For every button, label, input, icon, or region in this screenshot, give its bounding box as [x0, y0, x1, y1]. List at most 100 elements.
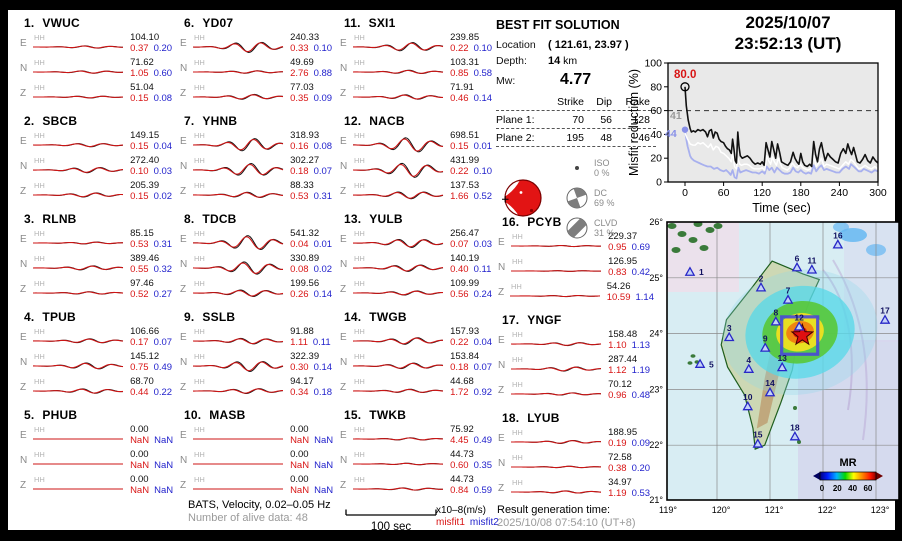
best-start-marker: [680, 82, 690, 92]
misfit2-value: 0.20: [631, 462, 651, 474]
mechanism-decomposition: ISO 0 % DC 69 %: [564, 153, 617, 243]
trace-values: 0.00 NaN NaN: [290, 424, 336, 446]
band-code: HH: [34, 475, 45, 484]
trace-values: 0.00 NaN NaN: [130, 449, 176, 471]
band-code: HH: [354, 279, 365, 288]
misfit1-value: 0.26: [290, 288, 309, 300]
misfit1-value: 0.10: [130, 165, 149, 177]
synthetic-trace: [193, 360, 284, 371]
band-code: HH: [354, 156, 365, 165]
channel-label: E: [498, 237, 505, 248]
misfit1-value: 0.15: [130, 92, 149, 104]
trace-values: 272.40 0.10 0.03: [130, 155, 176, 177]
station-number-label: 13: [777, 353, 787, 363]
channel-label: Z: [340, 284, 347, 295]
trace-values: 109.99 0.56 0.24: [450, 278, 496, 300]
amplitude-value: 188.95: [608, 427, 638, 438]
x-tick-label: 300: [869, 187, 887, 199]
station-block-SSLB: 9. SSLB E HH 91.88 1.11 0.11 N HH 322.39 0.30 0.14 Z…: [178, 310, 336, 408]
misfit2-value: 0.03: [473, 238, 493, 250]
trace-values: 94.17 0.34 0.18: [290, 376, 336, 398]
trace-values: 44.73 0.84 0.59: [450, 474, 496, 496]
amplitude-value: 49.69: [290, 57, 314, 68]
waveform-plot-PHUB-E: HH: [33, 425, 124, 440]
amplitude-value: 77.03: [290, 82, 314, 93]
station-header: 8. TDCB: [184, 212, 237, 226]
dc-row: DC 69 %: [564, 183, 617, 213]
station-header: 9. SSLB: [184, 310, 236, 324]
units-label: x10–8(m/s): [436, 505, 487, 516]
annotation-80: 80.0: [674, 69, 696, 81]
trace-row-YULB-E: E HH 256.47 0.07 0.03: [338, 227, 496, 252]
station-header: 18. LYUB: [502, 411, 560, 425]
synthetic-trace: [33, 265, 124, 270]
channel-label: N: [20, 455, 28, 466]
misfit1-value: 2.76: [290, 67, 309, 79]
channel-label: N: [180, 357, 188, 368]
iso-row: ISO 0 %: [564, 153, 617, 183]
waveform-plot-YNGF-E: HH: [511, 330, 602, 346]
station-number-label: 6: [795, 253, 800, 263]
col-strike: Strike: [557, 95, 584, 108]
plane-1-row: Plane 1: 70 56 128: [496, 111, 656, 129]
channel-label: E: [20, 234, 27, 245]
grid-search-box: [780, 315, 820, 356]
misfit2-value: 0.02: [153, 190, 173, 202]
station-block-RLNB: 3. RLNB E HH 85.15 0.53 0.31 N HH 389.46 0.55 0.32 Z…: [18, 212, 176, 310]
band-code: HH: [194, 327, 205, 336]
station-block-TWKB: 15. TWKB E HH 75.92 4.45 0.49 N HH 44.73 0.60 0.35 Z…: [338, 408, 496, 506]
observed-trace: [353, 238, 444, 248]
station-header: 13. YULB: [344, 212, 403, 226]
misfit1-value: 0.44: [130, 386, 149, 398]
channel-label: Z: [180, 88, 187, 99]
band-code: HH: [354, 425, 365, 434]
misfit2-value: 0.32: [153, 263, 173, 275]
colorbar-tick: 20: [833, 484, 842, 493]
band-code: HH: [194, 450, 205, 459]
synthetic-trace: [33, 362, 124, 369]
amplitude-value: 389.46: [130, 253, 160, 264]
band-code: HH: [34, 181, 45, 190]
focal-mechanism-beachball: [502, 179, 542, 217]
waveform-plot-SSLB-Z: HH: [193, 377, 284, 394]
misfit1-value: 0.18: [290, 165, 309, 177]
misfit2-value: 0.07: [313, 165, 333, 177]
misfit1-value: 0.17: [130, 336, 149, 348]
waveform-plot-SXI1-N: HH: [353, 58, 444, 74]
station-number-label: 10: [743, 392, 753, 402]
trace-row-RLNB-N: N HH 389.46 0.55 0.32: [18, 252, 176, 277]
channel-label: N: [20, 357, 28, 368]
station-marker-10: [742, 400, 754, 411]
band-code: HH: [194, 254, 205, 263]
waveform-plot-VWUC-Z: HH: [33, 83, 124, 98]
waveform-plot-TWGB-Z: HH: [353, 377, 444, 393]
amplitude-value: 44.73: [450, 449, 474, 460]
band-code: HH: [34, 83, 45, 92]
observed-trace: [193, 162, 284, 176]
waveform-plot-PCYB-Z: HH: [509, 282, 600, 297]
misfit1-value: 0.22: [450, 336, 469, 348]
channel-label: N: [180, 63, 188, 74]
channel-label: Z: [340, 186, 347, 197]
station-header: 11. SXI1: [344, 16, 396, 30]
misfit1-value: 0.60: [450, 459, 469, 471]
channel-label: E: [340, 234, 347, 245]
synthetic-trace: [193, 289, 284, 297]
trace-row-VWUC-Z: Z HH 51.04 0.15 0.08: [18, 81, 176, 106]
band-code: HH: [194, 229, 205, 238]
waveform-plot-YHNB-E: HH: [193, 131, 284, 151]
trace-row-YHNB-Z: Z HH 88.33 0.53 0.31: [178, 179, 336, 204]
channel-label: N: [340, 455, 348, 466]
figure-canvas: 1. VWUC E HH 104.10 0.37 0.20 N HH 71.62 1.05 0.60 Z…: [8, 10, 900, 533]
synthetic-trace: [511, 366, 602, 371]
channel-label: E: [180, 38, 187, 49]
trace-row-TWGB-E: E HH 157.93 0.22 0.04: [338, 325, 496, 350]
synthetic-trace: [33, 388, 124, 394]
waveform-plot-SSLB-E: HH: [193, 327, 284, 344]
misfit1-value: NaN: [290, 484, 310, 496]
amplitude-value: 71.62: [130, 57, 154, 68]
amplitude-value: 302.27: [290, 155, 320, 166]
channel-label: E: [180, 136, 187, 147]
misfit1-value: 4.45: [450, 434, 469, 446]
waveform-plot-RLNB-N: HH: [33, 254, 124, 270]
